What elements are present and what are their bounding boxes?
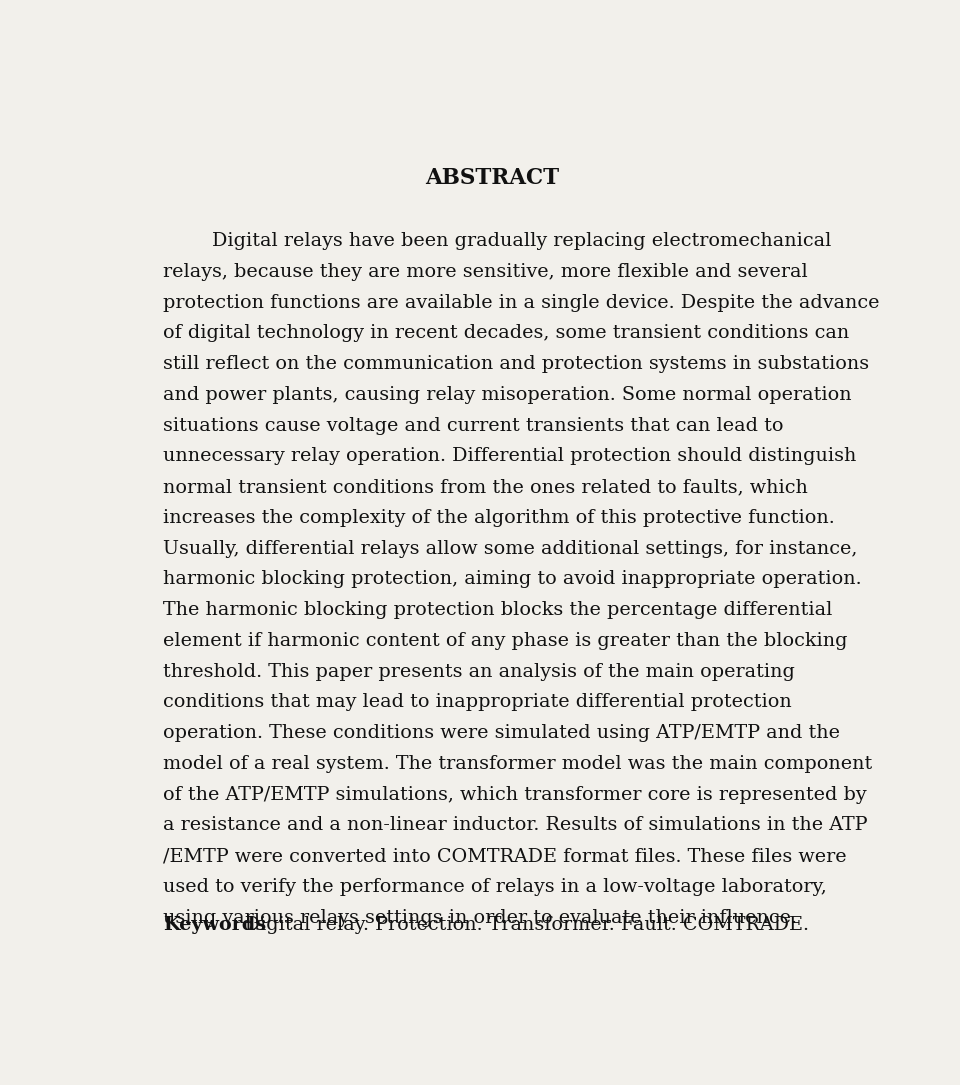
Text: normal transient conditions from the ones related to faults, which: normal transient conditions from the one…	[163, 478, 808, 496]
Text: Keywords: Keywords	[163, 916, 266, 933]
Text: still reflect on the communication and protection systems in substations: still reflect on the communication and p…	[163, 355, 869, 373]
Text: used to verify the performance of relays in a low-voltage laboratory,: used to verify the performance of relays…	[163, 878, 827, 896]
Text: conditions that may lead to inappropriate differential protection: conditions that may lead to inappropriat…	[163, 693, 792, 712]
Text: model of a real system. The transformer model was the main component: model of a real system. The transformer …	[163, 755, 873, 773]
Text: using various relays settings in order to evaluate their influence.: using various relays settings in order t…	[163, 908, 797, 927]
Text: ABSTRACT: ABSTRACT	[425, 167, 559, 189]
Text: relays, because they are more sensitive, more flexible and several: relays, because they are more sensitive,…	[163, 263, 808, 281]
Text: of the ATP/EMTP simulations, which transformer core is represented by: of the ATP/EMTP simulations, which trans…	[163, 786, 867, 804]
Text: harmonic blocking protection, aiming to avoid inappropriate operation.: harmonic blocking protection, aiming to …	[163, 571, 862, 588]
Text: threshold. This paper presents an analysis of the main operating: threshold. This paper presents an analys…	[163, 663, 795, 680]
Text: : Digital relay. Protection. Transformer. Fault. COMTRADE.: : Digital relay. Protection. Transformer…	[231, 916, 808, 933]
Text: element if harmonic content of any phase is greater than the blocking: element if harmonic content of any phase…	[163, 631, 848, 650]
Text: protection functions are available in a single device. Despite the advance: protection functions are available in a …	[163, 294, 879, 311]
Text: a resistance and a non-linear inductor. Results of simulations in the ATP: a resistance and a non-linear inductor. …	[163, 816, 868, 834]
Text: unnecessary relay operation. Differential protection should distinguish: unnecessary relay operation. Differentia…	[163, 447, 856, 465]
Text: operation. These conditions were simulated using ATP/EMTP and the: operation. These conditions were simulat…	[163, 724, 840, 742]
Text: increases the complexity of the algorithm of this protective function.: increases the complexity of the algorith…	[163, 509, 835, 527]
Text: The harmonic blocking protection blocks the percentage differential: The harmonic blocking protection blocks …	[163, 601, 832, 620]
Text: of digital technology in recent decades, some transient conditions can: of digital technology in recent decades,…	[163, 324, 850, 343]
Text: and power plants, causing relay misoperation. Some normal operation: and power plants, causing relay misopera…	[163, 386, 852, 404]
Text: situations cause voltage and current transients that can lead to: situations cause voltage and current tra…	[163, 417, 783, 435]
Text: Digital relays have been gradually replacing electromechanical: Digital relays have been gradually repla…	[163, 232, 831, 251]
Text: /EMTP were converted into COMTRADE format files. These files were: /EMTP were converted into COMTRADE forma…	[163, 847, 847, 865]
Text: Usually, differential relays allow some additional settings, for instance,: Usually, differential relays allow some …	[163, 539, 857, 558]
